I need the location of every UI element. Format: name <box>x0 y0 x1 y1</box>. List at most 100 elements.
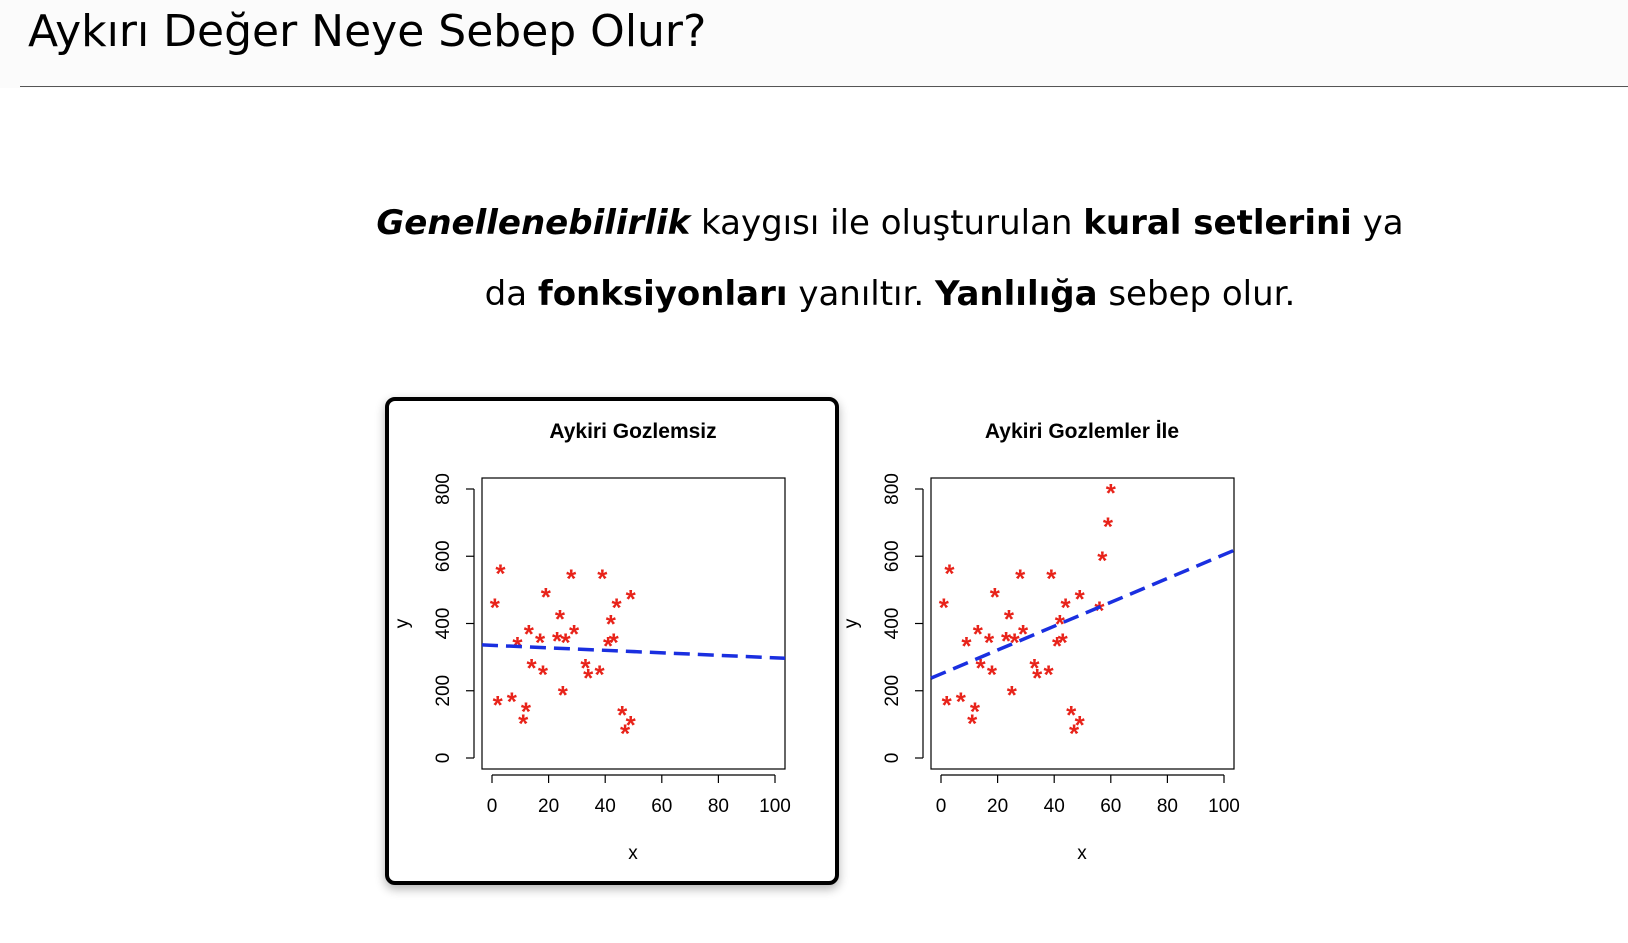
data-point: * <box>987 660 998 690</box>
data-point: * <box>1055 609 1066 639</box>
data-point: * <box>538 660 549 690</box>
data-point: * <box>984 628 995 658</box>
data-point: * <box>521 697 532 727</box>
y-tick-label: 200 <box>433 675 454 707</box>
data-point: * <box>990 582 1001 612</box>
title-divider <box>20 86 1628 87</box>
data-point: * <box>611 592 622 622</box>
data-point: * <box>518 708 529 738</box>
x-tick-label: 0 <box>936 796 947 817</box>
body-term-kural-setleri: kural setlerini <box>1083 203 1352 243</box>
plot-frame <box>481 477 786 770</box>
data-point: * <box>1032 663 1043 693</box>
data-point: * <box>1010 628 1021 658</box>
data-point: * <box>1058 628 1069 658</box>
data-point: * <box>490 592 501 622</box>
data-point: * <box>594 660 605 690</box>
body-text-segment: kaygısı ile oluşturulan <box>690 203 1084 243</box>
data-point: * <box>961 631 972 661</box>
x-tick-label: 40 <box>595 796 616 817</box>
data-point: * <box>507 686 518 716</box>
slide-title: Aykırı Değer Neye Sebep Olur? <box>28 6 707 57</box>
data-point: * <box>956 686 967 716</box>
data-point: * <box>973 619 984 649</box>
slide-header: Aykırı Değer Neye Sebep Olur? <box>0 0 1628 88</box>
data-point: * <box>535 628 546 658</box>
data-point: * <box>561 628 572 658</box>
body-line-1: Genellenebilirlik kaygısı ile oluşturula… <box>240 188 1540 259</box>
regression-line <box>930 548 1235 680</box>
x-tick-label: 80 <box>708 796 729 817</box>
data-point: * <box>1097 545 1108 575</box>
y-tick-label: 0 <box>433 753 454 764</box>
y-tick-label: 800 <box>882 473 903 505</box>
data-point: * <box>967 708 978 738</box>
y-tick-label: 200 <box>882 675 903 707</box>
data-point: * <box>1015 564 1026 594</box>
data-point: * <box>558 680 569 710</box>
data-point: * <box>555 604 566 634</box>
data-point: * <box>1066 700 1077 730</box>
x-tick-label: 100 <box>759 796 791 817</box>
body-text-segment: da <box>484 274 538 314</box>
scatter-chart-1: Aykiri Gozlemsiz 0 20 40 60 80 100 x 0 200 400 600 8… <box>392 420 791 864</box>
body-term-yanliliga: Yanlılığa <box>934 274 1098 314</box>
y-axis-label: y <box>392 618 413 628</box>
x-tick-label: 20 <box>987 796 1008 817</box>
data-point: * <box>1106 478 1117 508</box>
body-term-fonksiyonlari: fonksiyonları <box>537 274 788 314</box>
y-tick-label: 600 <box>433 540 454 572</box>
data-point: * <box>976 653 987 683</box>
data-point: * <box>1052 631 1063 661</box>
data-point: * <box>1029 653 1040 683</box>
body-text-segment: sebep olur. <box>1097 274 1296 314</box>
data-point: * <box>603 631 614 661</box>
chart-title: Aykiri Gozlemler İle <box>985 420 1179 443</box>
data-point: * <box>1075 710 1086 740</box>
plot-frame <box>930 477 1235 770</box>
body-text-segment: yanıltır. <box>787 274 935 314</box>
body-text-segment: ya <box>1351 203 1404 243</box>
data-point: * <box>944 559 955 589</box>
slide-body-text: Genellenebilirlik kaygısı ile oluşturula… <box>240 188 1540 330</box>
x-axis-label: x <box>1077 843 1087 864</box>
x-axis-label: x <box>628 843 638 864</box>
data-point: * <box>970 697 981 727</box>
data-point: * <box>1046 564 1057 594</box>
y-tick-label: 0 <box>882 753 903 764</box>
data-point: * <box>495 559 506 589</box>
data-point: * <box>1043 660 1054 690</box>
y-tick-label: 800 <box>433 473 454 505</box>
x-tick-label: 20 <box>538 796 559 817</box>
data-point: * <box>597 564 608 594</box>
data-point: * <box>541 582 552 612</box>
data-point: * <box>626 710 637 740</box>
data-point: * <box>1018 619 1029 649</box>
data-point: * <box>1001 626 1012 656</box>
data-point: * <box>583 663 594 693</box>
body-term-genellenebilirlik: Genellenebilirlik <box>376 203 691 243</box>
data-point: * <box>1060 592 1071 622</box>
data-point: * <box>620 718 631 748</box>
x-tick-label: 40 <box>1044 796 1065 817</box>
data-point: * <box>626 584 637 614</box>
x-tick-label: 60 <box>1100 796 1121 817</box>
y-tick-label: 400 <box>882 608 903 640</box>
data-point: * <box>569 619 580 649</box>
data-point: * <box>1075 584 1086 614</box>
data-point: * <box>1103 512 1114 542</box>
data-point: * <box>1007 680 1018 710</box>
x-tick-label: 60 <box>651 796 672 817</box>
data-point: * <box>566 564 577 594</box>
data-point: * <box>606 609 617 639</box>
data-point: * <box>1069 718 1080 748</box>
data-point: * <box>580 653 591 683</box>
data-point: * <box>527 653 538 683</box>
body-line-2: da fonksiyonları yanıltır. Yanlılığa seb… <box>240 259 1540 330</box>
data-point: * <box>617 700 628 730</box>
data-point: * <box>609 628 620 658</box>
x-tick-label: 80 <box>1157 796 1178 817</box>
x-tick-label: 100 <box>1208 796 1240 817</box>
chart-title: Aykiri Gozlemsiz <box>549 420 716 443</box>
